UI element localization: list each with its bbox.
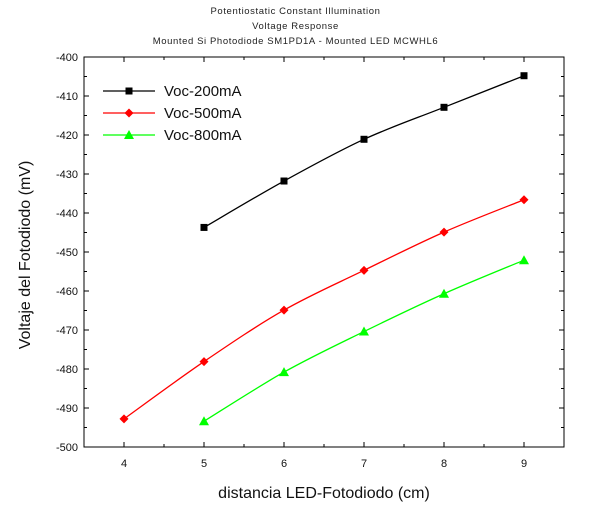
chart-title-line-1: Potentiostatic Constant Illumination: [210, 6, 381, 17]
chart-title: Potentiostatic Constant Illumination Vol…: [0, 4, 591, 49]
x-tick-label: 6: [281, 458, 287, 470]
y-tick-label: -430: [56, 169, 78, 181]
x-axis-label: distancia LED-Fotodiodo (cm): [218, 485, 430, 502]
legend-marker-voc-500ma: [124, 108, 134, 118]
series-line-voc-200ma: [203, 75, 525, 228]
data-point-voc-500ma: [119, 414, 129, 424]
series-line-voc-800ma: [203, 259, 525, 422]
data-point-voc-200ma: [440, 103, 448, 111]
data-point-voc-200ma: [360, 135, 368, 143]
y-tick-label: -400: [56, 52, 78, 64]
y-tick-label: -460: [56, 286, 78, 298]
x-tick-label: 8: [441, 458, 447, 470]
series-voc-200ma: [200, 72, 528, 231]
data-point-voc-800ma: [519, 255, 529, 265]
data-point-voc-800ma: [279, 367, 289, 377]
data-point-voc-500ma: [279, 305, 289, 315]
series-line-voc-500ma: [123, 199, 525, 420]
chart-title-line-3: Mounted Si Photodiode SM1PD1A - Mounted …: [152, 36, 439, 47]
y-axis-label: Voltaje del Fotodiodo (mV): [17, 161, 34, 350]
data-point-voc-800ma: [199, 416, 209, 426]
y-tick-label: -480: [56, 364, 78, 376]
y-tick-label: -450: [56, 247, 78, 259]
x-tick-label: 9: [521, 458, 527, 470]
data-point-voc-500ma: [439, 227, 449, 237]
data-point-voc-200ma: [200, 223, 208, 231]
y-tick-label: -490: [56, 403, 78, 415]
y-tick-label: -420: [56, 130, 78, 142]
data-point-voc-500ma: [199, 357, 209, 367]
y-tick-label: -440: [56, 208, 78, 220]
data-point-voc-800ma: [359, 326, 369, 336]
legend-marker-voc-800ma: [124, 130, 134, 139]
chart-title-line-2: Voltage Response: [252, 21, 339, 32]
data-point-voc-200ma: [280, 177, 288, 185]
y-tick-label: -500: [56, 442, 78, 454]
data-point-voc-800ma: [439, 288, 449, 298]
y-tick-label: -410: [56, 91, 78, 103]
plot-frame: [83, 56, 565, 448]
series-voc-800ma: [199, 255, 529, 426]
data-point-voc-500ma: [359, 265, 369, 275]
series-voc-500ma: [119, 195, 529, 424]
data-point-voc-200ma: [520, 72, 528, 80]
x-tick-label: 4: [121, 458, 127, 470]
legend-marker-voc-200ma: [125, 87, 133, 95]
x-tick-label: 5: [201, 458, 207, 470]
legend-label-voc-800ma: Voc-800mA: [164, 127, 242, 144]
x-tick-label: 7: [361, 458, 367, 470]
data-point-voc-500ma: [519, 195, 529, 205]
y-tick-label: -470: [56, 325, 78, 337]
legend-label-voc-500ma: Voc-500mA: [164, 105, 242, 122]
legend-label-voc-200ma: Voc-200mA: [164, 83, 242, 100]
